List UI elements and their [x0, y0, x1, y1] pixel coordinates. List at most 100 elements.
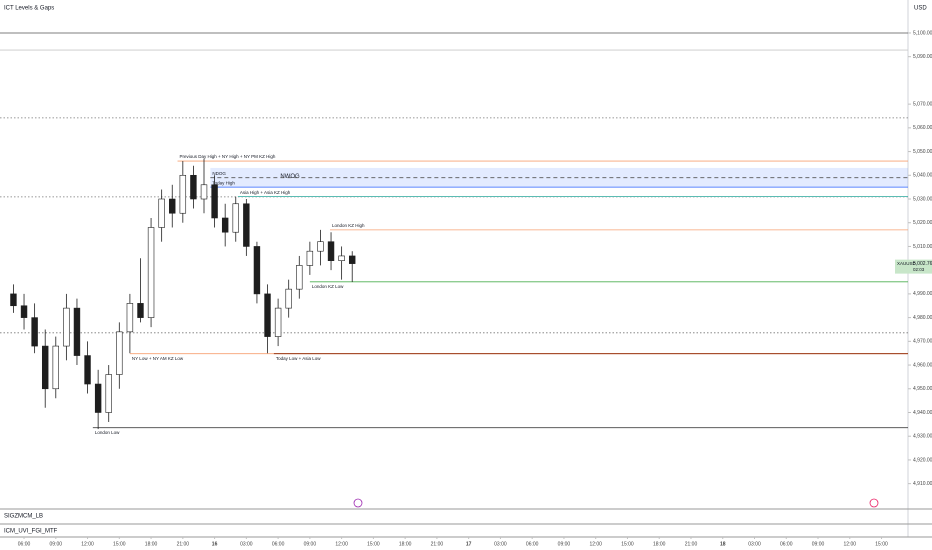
x-tick-label: 18 — [720, 541, 726, 547]
candle-body — [200, 184, 208, 200]
y-tick-label: 5,010.00 — [913, 244, 932, 250]
candle-body — [116, 331, 123, 375]
candle-body — [169, 198, 176, 214]
event-icon[interactable] — [869, 498, 879, 508]
candle-body — [10, 293, 17, 307]
candle-body — [63, 307, 70, 347]
x-tick-label: 15:00 — [621, 541, 634, 547]
level-label: Today Low + Asia Low — [276, 356, 321, 361]
x-tick-label: 12:00 — [81, 541, 94, 547]
candle-body — [190, 174, 197, 200]
x-tick-label: 18:00 — [653, 541, 666, 547]
countdown: 02:03 — [913, 267, 925, 272]
candle-body — [52, 345, 60, 390]
x-tick-label: 18:00 — [145, 541, 158, 547]
level-label: NDOG — [212, 171, 226, 176]
indicator-label: SIGZMCM_LB — [4, 514, 43, 520]
last-price: 5,002.76 — [913, 261, 932, 267]
gap-zone — [210, 167, 909, 188]
level-label: London KZ Low — [312, 284, 344, 289]
x-tick-label: 09:00 — [558, 541, 571, 547]
x-tick-label: 12:00 — [589, 541, 602, 547]
x-tick-label: 18:00 — [399, 541, 412, 547]
y-tick-label: 4,910.00 — [913, 481, 932, 487]
candle-body — [243, 203, 250, 247]
indicator-label: ICM_UVI_FGI_MTF — [4, 529, 58, 535]
x-tick-label: 21:00 — [177, 541, 190, 547]
x-tick-label: 03:00 — [494, 541, 507, 547]
x-tick-label: 17 — [466, 541, 472, 547]
x-tick-label: 09:00 — [304, 541, 317, 547]
y-tick-label: 4,960.00 — [913, 362, 932, 368]
x-tick-label: 03:00 — [240, 541, 253, 547]
currency: USD — [914, 6, 927, 12]
candle-body — [285, 288, 292, 309]
chart-title: ICT Levels & Gaps — [4, 6, 54, 12]
candle-body — [211, 184, 218, 219]
x-tick-label: 21:00 — [431, 541, 444, 547]
y-tick-label: 4,930.00 — [913, 434, 932, 440]
candle-body — [253, 246, 261, 295]
candle-body — [338, 255, 345, 261]
x-tick-label: 09:00 — [812, 541, 825, 547]
x-tick-label: 09:00 — [50, 541, 63, 547]
level-label: NY Low + NY AM KZ Low — [132, 356, 184, 361]
candle-body — [221, 217, 229, 233]
event-icon[interactable] — [353, 498, 363, 508]
x-tick-label: 03:00 — [748, 541, 761, 547]
y-tick-label: 5,090.00 — [913, 54, 932, 60]
candle-body — [327, 241, 335, 261]
y-tick-label: 4,970.00 — [913, 339, 932, 345]
candle-body — [84, 355, 91, 385]
y-tick-label: 5,040.00 — [913, 173, 932, 179]
candle-body — [73, 307, 81, 356]
candle-body — [41, 345, 49, 390]
y-tick-label: 4,920.00 — [913, 457, 932, 463]
level-label: London KZ High — [332, 223, 365, 228]
y-tick-label: 4,980.00 — [913, 315, 932, 321]
x-tick-label: 16 — [212, 541, 218, 547]
level-label: Previous Day High + NY High + NY PM KZ H… — [180, 154, 276, 159]
candle-body — [232, 203, 239, 233]
x-tick-label: 06:00 — [526, 541, 539, 547]
y-tick-label: 4,950.00 — [913, 386, 932, 392]
y-tick-label: 5,100.00 — [913, 30, 932, 36]
level-label: Today High — [212, 180, 235, 185]
y-tick-label: 5,030.00 — [913, 196, 932, 202]
x-tick-label: 12:00 — [844, 541, 857, 547]
candle-body — [274, 307, 282, 337]
x-tick-label: 15:00 — [367, 541, 380, 547]
candle-body — [126, 303, 134, 333]
x-tick-label: 15:00 — [113, 541, 126, 547]
y-tick-label: 4,940.00 — [913, 410, 932, 416]
symbol-label: XAUUSD — [897, 261, 917, 266]
y-tick-label: 4,990.00 — [913, 291, 932, 297]
x-tick-label: 06:00 — [780, 541, 793, 547]
candle-body — [317, 241, 324, 252]
candle-body — [147, 227, 155, 318]
candle-body — [20, 305, 28, 318]
level-label: Asia High + Asia KZ High — [240, 190, 291, 195]
candle-body — [179, 174, 187, 214]
candle-body — [137, 303, 144, 318]
zone-label: NWOG — [280, 174, 300, 180]
y-tick-label: 5,050.00 — [913, 149, 932, 155]
level-label: London Low — [95, 430, 120, 435]
candle-body — [105, 374, 112, 413]
x-tick-label: 21:00 — [685, 541, 698, 547]
candle-body — [296, 265, 303, 290]
x-tick-label: 12:00 — [335, 541, 348, 547]
candle-body — [94, 383, 102, 413]
y-tick-label: 5,020.00 — [913, 220, 932, 226]
candle-body — [264, 293, 271, 337]
y-tick-label: 5,070.00 — [913, 101, 932, 107]
candle-body — [31, 317, 38, 347]
x-tick-label: 06:00 — [18, 541, 31, 547]
candle-body — [158, 198, 165, 228]
candle-body — [306, 250, 314, 266]
candle-body — [348, 255, 356, 264]
x-tick-label: 15:00 — [875, 541, 888, 547]
x-tick-label: 06:00 — [272, 541, 285, 547]
